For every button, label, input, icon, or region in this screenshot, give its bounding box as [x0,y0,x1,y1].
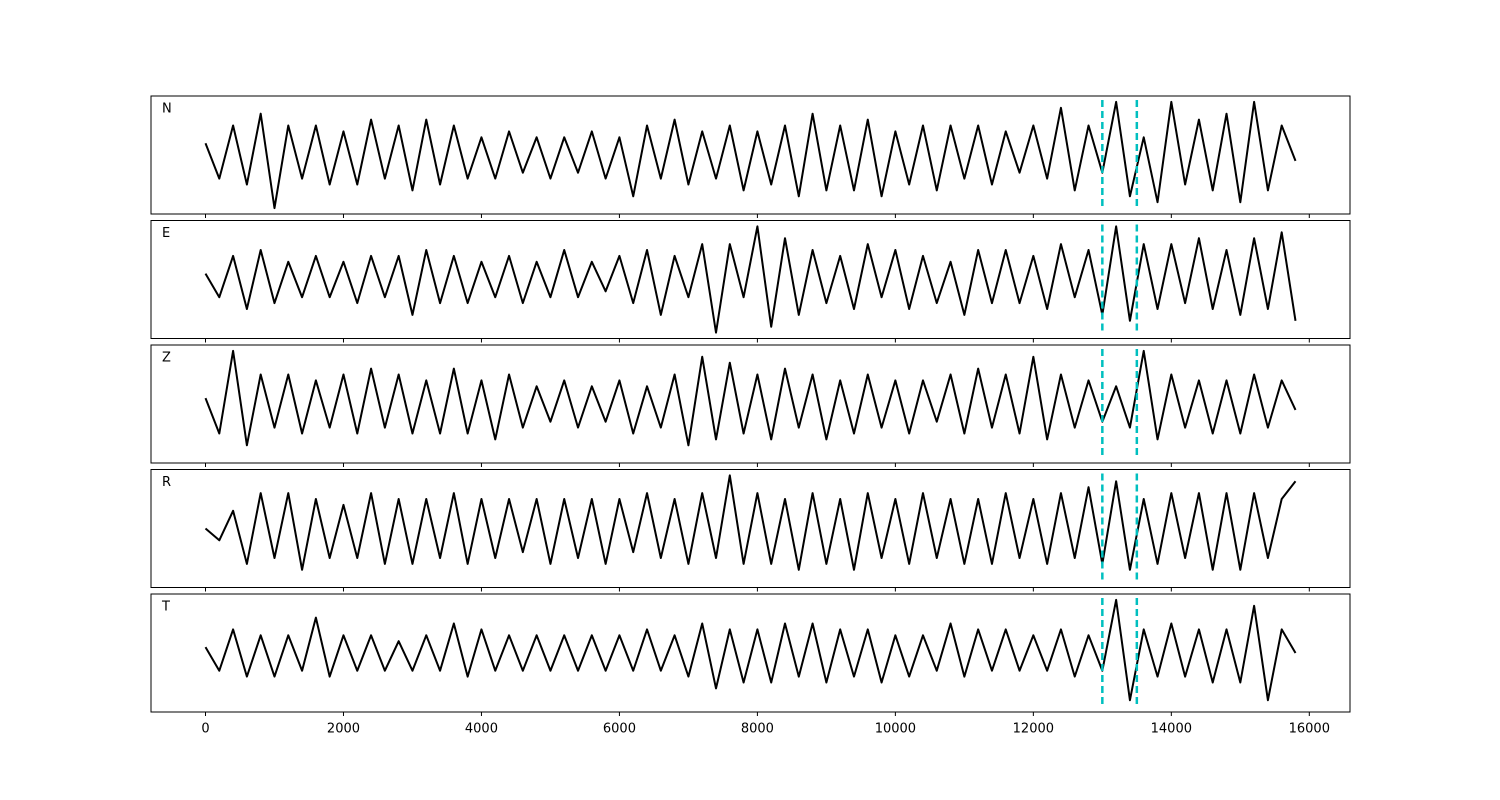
waveform [204,100,1297,210]
waveform [204,349,1297,447]
panel-label: R [162,475,171,490]
x-tick-label: 10000 [875,722,916,737]
axes-frame [150,344,1351,464]
x-tick-label: 4000 [465,722,498,737]
panel: N [150,95,1351,218]
panel: Z [150,344,1351,467]
axes-frame [150,95,1351,215]
x-tick-label: 14000 [1151,722,1192,737]
panel-label: T [161,600,170,615]
axes-frame [150,469,1351,588]
x-tick-label: 0 [201,722,209,737]
panel-label: Z [162,351,171,366]
panel: R [150,469,1351,592]
x-tick-label: 8000 [741,722,774,737]
panel: T 0 2000 4000 6000 8000 10000 12000 14000 16000 [150,593,1351,737]
panel-label: N [162,102,172,117]
x-tick-label: 16000 [1289,722,1330,737]
waveform [204,225,1297,334]
axes-frame [150,593,1351,713]
panel: E [150,220,1351,343]
waveform [204,598,1297,702]
x-tick-label: 12000 [1013,722,1054,737]
x-tick-label: 2000 [327,722,360,737]
waveform [204,474,1297,571]
x-tick-label: 6000 [603,722,636,737]
axes-frame [150,220,1351,339]
panel-label: E [162,226,170,241]
